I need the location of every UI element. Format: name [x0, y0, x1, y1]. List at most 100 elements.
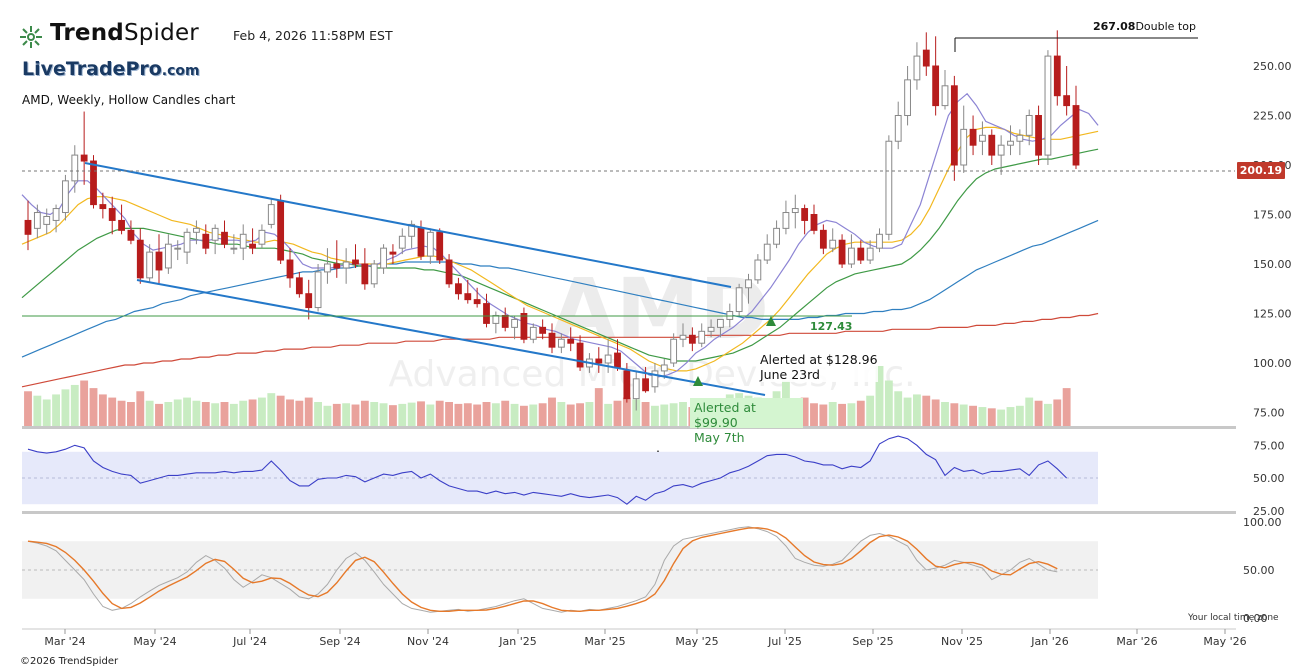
volume-bar [435, 400, 444, 426]
volume-bar [248, 399, 257, 426]
alert-late-line1: Alerted at $128.96 [760, 352, 878, 367]
candle-body [511, 318, 518, 328]
volume-bar [61, 389, 70, 426]
candle-body [960, 128, 968, 166]
candle-body [108, 208, 116, 221]
candle-body [988, 134, 996, 156]
candle-body [838, 239, 846, 265]
alert-arrow-late [766, 316, 776, 326]
volume-bar [463, 403, 472, 426]
panel-divider [22, 426, 1236, 429]
candle-body [1044, 55, 1052, 156]
volume-bar [557, 402, 566, 426]
volume-bar [295, 400, 304, 426]
candle-body [651, 370, 659, 388]
volume-bar [669, 403, 678, 426]
candle-body [894, 115, 902, 142]
candle-body [520, 313, 528, 340]
candle-body [632, 378, 640, 400]
candle-body [483, 303, 490, 324]
drawings-layer [22, 37, 1235, 464]
candle-body [782, 212, 790, 229]
volume-bar [894, 391, 903, 426]
volume-bar [650, 405, 659, 426]
candle-body [698, 330, 706, 344]
double-top-value: 267.08 [1093, 20, 1136, 33]
candle-body [688, 334, 696, 344]
volume-bar [70, 384, 79, 426]
volume-bar [519, 405, 528, 426]
candle-body [745, 279, 752, 289]
price-tick-label: 75.00 [1253, 407, 1285, 420]
volume-bar [576, 403, 585, 426]
price-tick-label: 150.00 [1253, 258, 1292, 271]
volume-bar [323, 405, 332, 426]
candle-body [904, 79, 911, 116]
volume-bar [950, 403, 959, 426]
time-tick-label: Nov '25 [941, 635, 983, 648]
volume-layer [24, 366, 1071, 426]
volume-bar [800, 397, 809, 426]
candle-body [1063, 95, 1071, 107]
volume-bar [529, 404, 538, 426]
candle-body [174, 247, 182, 250]
alert-early-note: Alerted at $99.90 May 7th [690, 398, 803, 445]
local-time-note: Your local time zone [1188, 613, 1279, 623]
candle-body [473, 299, 481, 305]
time-tick-label: May '25 [675, 635, 718, 648]
volume-bar [959, 404, 968, 426]
volume-bar [332, 403, 341, 426]
candle-body [398, 235, 406, 249]
volume-bar [145, 400, 154, 426]
candle-body [801, 208, 809, 221]
rsi-tick-label: 75.00 [1253, 439, 1285, 452]
brand-name-light-part: Spider [123, 20, 199, 46]
candle-body [866, 247, 874, 261]
candle-body [969, 128, 977, 146]
volume-bar [1025, 397, 1034, 426]
channel-lower-line [136, 279, 766, 396]
candle-body [1035, 115, 1042, 156]
time-tick-label: Jan '25 [498, 635, 536, 648]
price-tick-label: 100.00 [1253, 357, 1292, 370]
volume-bar [1053, 399, 1062, 426]
volume-bar [660, 404, 669, 426]
candle-body [370, 263, 378, 285]
last-price-tag: 200.19 [1237, 162, 1285, 179]
time-tick-label: Jul '24 [232, 635, 267, 648]
volume-bar [810, 403, 818, 426]
volume-bar [24, 391, 32, 426]
candle-body [501, 314, 509, 328]
candle-body [735, 287, 743, 313]
candle-body [1007, 140, 1014, 146]
volume-bar [866, 395, 875, 426]
watermark-logo-name: LiveTradePro [22, 58, 162, 80]
double-top-text: Double top [1135, 20, 1196, 33]
candle-body [941, 85, 949, 107]
candle-body [791, 208, 799, 214]
candle-body [455, 283, 462, 295]
candle-body [249, 243, 256, 249]
panel-divider [22, 511, 1236, 514]
volume-bar [407, 402, 416, 426]
stochastic-d-line [27, 527, 1058, 613]
axes-layer: 75.00100.00125.00150.00175.00200.00225.0… [22, 60, 1292, 648]
volume-bar [875, 366, 884, 426]
volume-bar [257, 397, 266, 426]
volume-bar [239, 400, 248, 426]
candle-body [267, 204, 275, 225]
volume-bar [819, 404, 828, 426]
candle-body [754, 259, 762, 281]
volume-bar [838, 403, 847, 426]
price-tick-label: 225.00 [1253, 110, 1292, 123]
volume-bar [192, 400, 201, 426]
candle-body [99, 204, 107, 210]
stochastic-tick-label: 0.00 [1243, 612, 1268, 625]
candle-body [389, 251, 397, 255]
support-level-label: 127.43 [810, 320, 853, 333]
volume-bar [276, 395, 285, 426]
candle-body [1053, 55, 1061, 97]
candle-body [679, 334, 687, 340]
volume-bar [220, 402, 229, 426]
candle-body [24, 219, 32, 235]
